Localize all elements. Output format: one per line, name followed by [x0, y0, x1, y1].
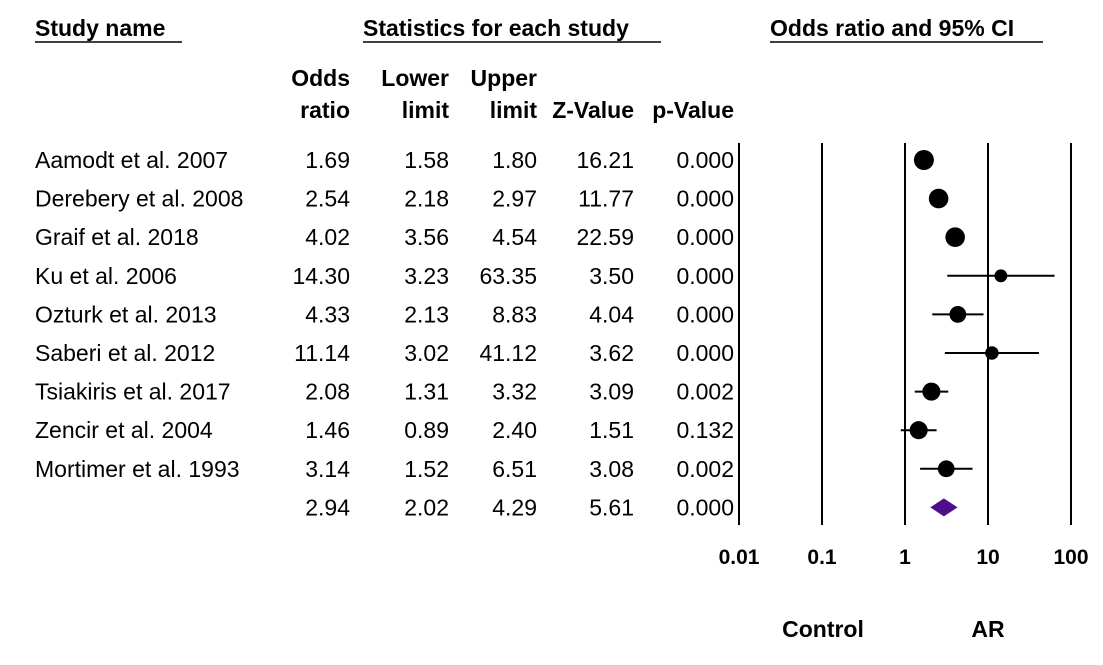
column-header-or-line1: Odds: [291, 65, 350, 91]
study-p-value: 0.000: [676, 340, 734, 366]
study-upper-value: 41.12: [479, 340, 537, 366]
study-name: Tsiakiris et al. 2017: [35, 379, 231, 405]
study-marker: [922, 382, 941, 401]
column-headers: Odds ratio Lower limit Upper limit Z-Value p-Va…: [291, 65, 734, 123]
study-p-value: 0.132: [676, 417, 734, 443]
study-upper-value: 2.97: [492, 186, 537, 212]
study-lower-value: 3.56: [404, 224, 449, 250]
header-study-name: Study name: [35, 15, 165, 41]
column-header-upper-line1: Upper: [471, 65, 538, 91]
study-name: Zencir et al. 2004: [35, 417, 213, 443]
study-marker: [937, 460, 955, 478]
study-upper-value: 4.54: [492, 224, 537, 250]
header-statistics: Statistics for each study: [363, 15, 629, 41]
study-marker: [945, 227, 965, 248]
study-lower-value: 1.31: [404, 379, 449, 405]
study-p-value: 0.000: [676, 301, 734, 327]
study-p-value: 0.000: [676, 147, 734, 173]
study-lower-value: 0.89: [404, 417, 449, 443]
study-name: Ku et al. 2006: [35, 263, 177, 289]
study-p-value: 0.002: [676, 456, 734, 482]
study-or-value: 4.02: [305, 224, 350, 250]
column-header-lower-line2: limit: [402, 97, 450, 123]
header-odds-ratio-ci: Odds ratio and 95% CI: [770, 15, 1014, 41]
x-tick-label: 0.1: [807, 546, 837, 569]
column-header-or-line2: ratio: [300, 97, 350, 123]
favours-ar-label: AR: [971, 616, 1005, 642]
study-z-value: 11.77: [578, 186, 634, 212]
study-marker: [985, 346, 999, 360]
study-or-value: 4.33: [305, 301, 350, 327]
study-name: Derebery et al. 2008: [35, 186, 243, 212]
study-or-value: 14.30: [292, 263, 350, 289]
study-p-value: 0.000: [676, 224, 734, 250]
column-header-p-line2: p-Value: [652, 97, 734, 123]
summary-lower-value: 2.02: [404, 494, 449, 520]
study-upper-value: 63.35: [479, 263, 537, 289]
study-upper-value: 3.32: [492, 379, 537, 405]
study-name: Mortimer et al. 1993: [35, 456, 240, 482]
study-z-value: 22.59: [576, 224, 634, 250]
study-marker: [949, 306, 967, 323]
column-header-upper-line2: limit: [490, 97, 538, 123]
x-tick-label: 0.01: [719, 546, 760, 569]
study-lower-value: 2.13: [404, 301, 449, 327]
x-tick-label: 100: [1053, 546, 1088, 569]
plot-area: 0.01 0.1 1 10 100: [719, 143, 1089, 569]
study-lower-value: 3.23: [404, 263, 449, 289]
study-z-value: 3.62: [589, 340, 634, 366]
x-tick-label: 1: [899, 546, 911, 569]
study-p-value: 0.002: [676, 379, 734, 405]
summary-upper-value: 4.29: [492, 494, 537, 520]
study-lower-value: 3.02: [404, 340, 449, 366]
study-name: Ozturk et al. 2013: [35, 301, 217, 327]
summary-diamond: [930, 498, 958, 517]
study-upper-value: 6.51: [492, 456, 537, 482]
study-or-value: 3.14: [305, 456, 350, 482]
column-header-lower-line1: Lower: [381, 65, 449, 91]
study-marker: [909, 421, 928, 440]
study-name: Saberi et al. 2012: [35, 340, 215, 366]
study-table: Aamodt et al. 2007 1.69 1.58 1.80 16.21 0.000…: [35, 147, 734, 520]
study-z-value: 3.09: [589, 379, 634, 405]
study-z-value: 3.50: [589, 263, 634, 289]
study-z-value: 1.51: [589, 417, 634, 443]
column-header-z-line2: Z-Value: [552, 97, 634, 123]
summary-or-value: 2.94: [305, 494, 350, 520]
study-p-value: 0.000: [676, 186, 734, 212]
study-name: Aamodt et al. 2007: [35, 147, 228, 173]
study-upper-value: 8.83: [492, 301, 537, 327]
study-lower-value: 1.58: [404, 147, 449, 173]
study-or-value: 11.14: [294, 340, 350, 366]
study-upper-value: 1.80: [492, 147, 537, 173]
study-or-value: 1.46: [305, 417, 350, 443]
study-or-value: 2.08: [305, 379, 350, 405]
favours-control-label: Control: [782, 616, 864, 642]
study-z-value: 4.04: [589, 301, 634, 327]
study-z-value: 3.08: [589, 456, 634, 482]
study-marker: [928, 188, 949, 209]
study-name: Graif et al. 2018: [35, 224, 199, 250]
study-marker: [913, 150, 934, 170]
summary-p-value: 0.000: [676, 494, 734, 520]
study-upper-value: 2.40: [492, 417, 537, 443]
study-z-value: 16.21: [576, 147, 634, 173]
study-marker: [994, 269, 1008, 283]
study-lower-value: 1.52: [404, 456, 449, 482]
study-or-value: 2.54: [305, 186, 350, 212]
summary-z-value: 5.61: [589, 494, 634, 520]
x-tick-label: 10: [976, 546, 999, 569]
study-p-value: 0.000: [676, 263, 734, 289]
study-lower-value: 2.18: [404, 186, 449, 212]
study-or-value: 1.69: [305, 147, 350, 173]
